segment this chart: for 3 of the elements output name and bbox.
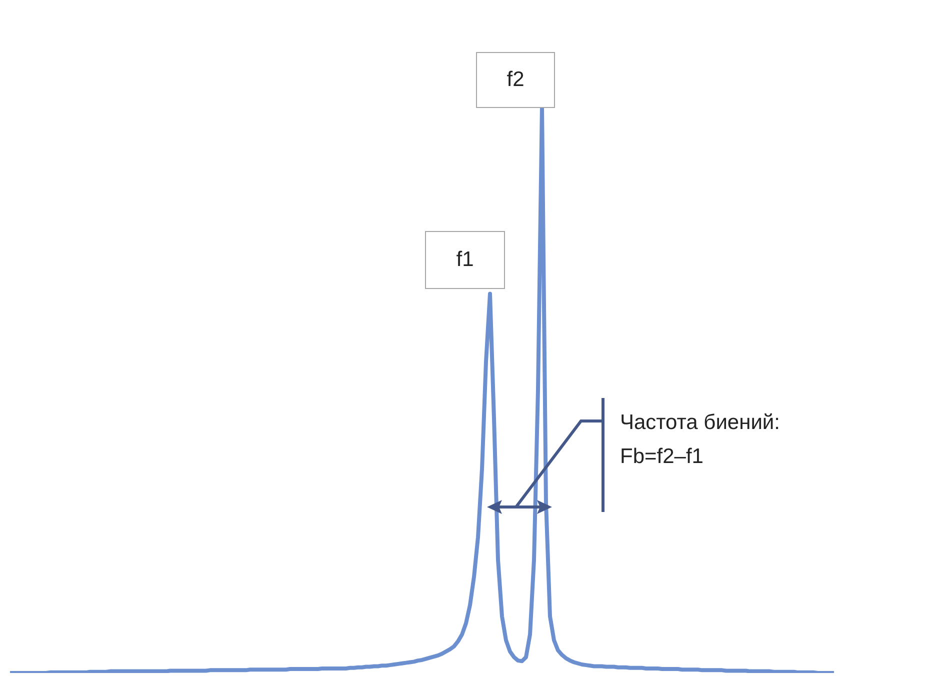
annotation: Частота биений: Fb=f2–f1	[620, 410, 780, 470]
annotation: f1	[456, 247, 474, 273]
text: f2	[506, 67, 524, 93]
